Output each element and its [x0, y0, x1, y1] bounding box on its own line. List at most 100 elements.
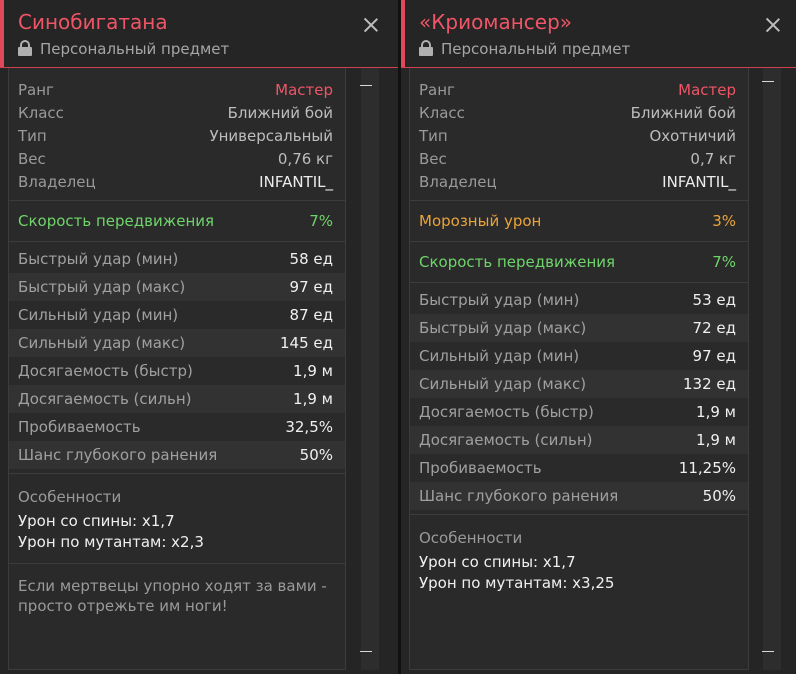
- stat-row: Быстрый удар (макс) 72 ед: [410, 314, 748, 342]
- stat-label: Сильный удар (макс): [419, 375, 587, 393]
- feature-line: Урон по мутантам: x3,25: [419, 574, 615, 592]
- tooltip-header: «Криомансер» Персональный предмет: [401, 0, 796, 68]
- stat-row: Досягаемость (сильн) 1,9 м: [410, 426, 748, 454]
- info-label: Класс: [419, 103, 465, 122]
- stat-label: Шанс глубокого ранения: [18, 446, 218, 464]
- stat-label: Быстрый удар (макс): [419, 319, 587, 337]
- info-row-class: Класс Ближний бой: [9, 101, 345, 124]
- scroll-up-icon[interactable]: [360, 85, 372, 86]
- tooltip-content: Ранг Мастер Класс Ближний бой Тип Универсал…: [8, 68, 346, 670]
- info-label: Класс: [18, 103, 64, 122]
- stat-label: Пробиваемость: [419, 459, 542, 477]
- tooltip-header: Синобигатана Персональный предмет: [0, 0, 398, 68]
- stats-section: Быстрый удар (мин) 58 ед Быстрый удар (ма…: [9, 242, 345, 474]
- scrollbar[interactable]: [757, 68, 787, 670]
- info-label: Вес: [18, 149, 46, 168]
- info-label: Тип: [18, 126, 47, 145]
- stat-label: Сильный удар (мин): [419, 347, 580, 365]
- stat-label: Досягаемость (сильн): [419, 431, 593, 449]
- bonus-row-frost: Морозный урон 3%: [410, 201, 748, 242]
- stat-label: Досягаемость (сильн): [18, 390, 192, 408]
- stat-row: Пробиваемость 11,25%: [410, 454, 748, 482]
- info-value: INFANTIL_: [259, 172, 333, 191]
- stat-row: Шанс глубокого ранения 50%: [9, 441, 345, 469]
- close-icon[interactable]: [362, 16, 380, 34]
- stat-value: 50%: [299, 446, 333, 464]
- info-row-weight: Вес 0,76 кг: [9, 147, 345, 170]
- stat-label: Досягаемость (быстр): [419, 403, 594, 421]
- stat-value: 58 ед: [289, 250, 333, 268]
- info-row-weight: Вес 0,7 кг: [410, 147, 748, 170]
- stat-label: Быстрый удар (мин): [18, 250, 179, 268]
- info-value: 0,7 кг: [690, 149, 736, 168]
- feature-line: Урон со спины: x1,7: [419, 553, 576, 571]
- features-section: Особенности Урон со спины: x1,7 Урон по …: [410, 515, 748, 604]
- stat-value: 11,25%: [678, 459, 736, 477]
- stat-value: 97 ед: [289, 278, 333, 296]
- item-subtitle: Персональный предмет: [419, 40, 630, 58]
- stat-row: Сильный удар (мин) 87 ед: [9, 301, 345, 329]
- stat-value: 1,9 м: [293, 390, 333, 408]
- info-label: Владелец: [18, 172, 96, 191]
- stat-value: 32,5%: [285, 418, 333, 436]
- stat-row: Сильный удар (макс) 145 ед: [9, 329, 345, 357]
- info-value: INFANTIL_: [662, 172, 736, 191]
- stat-label: Сильный удар (мин): [18, 306, 179, 324]
- item-title: «Криомансер»: [419, 10, 573, 34]
- bonus-label: Скорость передвижения: [18, 212, 215, 230]
- stat-value: 1,9 м: [696, 403, 736, 421]
- features-title: Особенности: [419, 529, 523, 547]
- scrollbar-track[interactable]: [361, 68, 379, 670]
- info-label: Ранг: [419, 80, 455, 99]
- stat-value: 72 ед: [692, 319, 736, 337]
- info-row-rank: Ранг Мастер: [410, 78, 748, 101]
- stat-row: Быстрый удар (мин) 58 ед: [9, 245, 345, 273]
- stat-label: Быстрый удар (мин): [419, 291, 580, 309]
- close-icon[interactable]: [764, 16, 782, 34]
- stat-label: Шанс глубокого ранения: [419, 487, 619, 505]
- info-section: Ранг Мастер Класс Ближний бой Тип Охотничий…: [410, 68, 748, 201]
- stat-label: Досягаемость (быстр): [18, 362, 193, 380]
- stat-row: Пробиваемость 32,5%: [9, 413, 345, 441]
- lock-icon: [419, 40, 433, 56]
- item-description: Если мертвецы упорно ходят за вами - про…: [18, 577, 327, 615]
- info-row-type: Тип Охотничий: [410, 124, 748, 147]
- accent-bar: [401, 0, 405, 67]
- info-label: Тип: [419, 126, 448, 145]
- stat-value: 50%: [702, 487, 736, 505]
- scroll-down-icon[interactable]: [360, 651, 372, 652]
- item-tooltip-left: Синобигатана Персональный предмет Ранг Ма…: [0, 0, 398, 674]
- stat-row: Быстрый удар (макс) 97 ед: [9, 273, 345, 301]
- stat-row: Досягаемость (быстр) 1,9 м: [410, 398, 748, 426]
- feature-line: Урон по мутантам: x2,3: [18, 533, 204, 551]
- item-tooltip-right: «Криомансер» Персональный предмет Ранг Ма…: [401, 0, 796, 674]
- info-value: Охотничий: [649, 126, 736, 145]
- stat-value: 53 ед: [692, 291, 736, 309]
- stat-value: 132 ед: [683, 375, 736, 393]
- bonus-value: 7%: [712, 253, 736, 271]
- panel-divider: [398, 0, 401, 674]
- scroll-up-icon[interactable]: [762, 81, 774, 82]
- stat-row: Шанс глубокого ранения 50%: [410, 482, 748, 510]
- stats-section: Быстрый удар (мин) 53 ед Быстрый удар (ма…: [410, 283, 748, 515]
- stat-row: Быстрый удар (мин) 53 ед: [410, 286, 748, 314]
- info-row-class: Класс Ближний бой: [410, 101, 748, 124]
- info-section: Ранг Мастер Класс Ближний бой Тип Универсал…: [9, 68, 345, 201]
- scrollbar-track[interactable]: [763, 68, 781, 670]
- info-row-type: Тип Универсальный: [9, 124, 345, 147]
- info-row-rank: Ранг Мастер: [9, 78, 345, 101]
- bonus-row-speed: Скорость передвижения 7%: [9, 201, 345, 242]
- info-label: Вес: [419, 149, 447, 168]
- stat-value: 87 ед: [289, 306, 333, 324]
- stat-row: Сильный удар (макс) 132 ед: [410, 370, 748, 398]
- info-value: Мастер: [678, 80, 736, 99]
- stat-value: 145 ед: [280, 334, 333, 352]
- info-label: Владелец: [419, 172, 497, 191]
- info-value: 0,76 кг: [277, 149, 333, 168]
- scrollbar[interactable]: [355, 68, 385, 670]
- scroll-down-icon[interactable]: [762, 651, 774, 652]
- bonus-row-speed: Скорость передвижения 7%: [410, 242, 748, 283]
- stat-value: 1,9 м: [293, 362, 333, 380]
- stat-row: Досягаемость (сильн) 1,9 м: [9, 385, 345, 413]
- feature-line: Урон со спины: x1,7: [18, 512, 175, 530]
